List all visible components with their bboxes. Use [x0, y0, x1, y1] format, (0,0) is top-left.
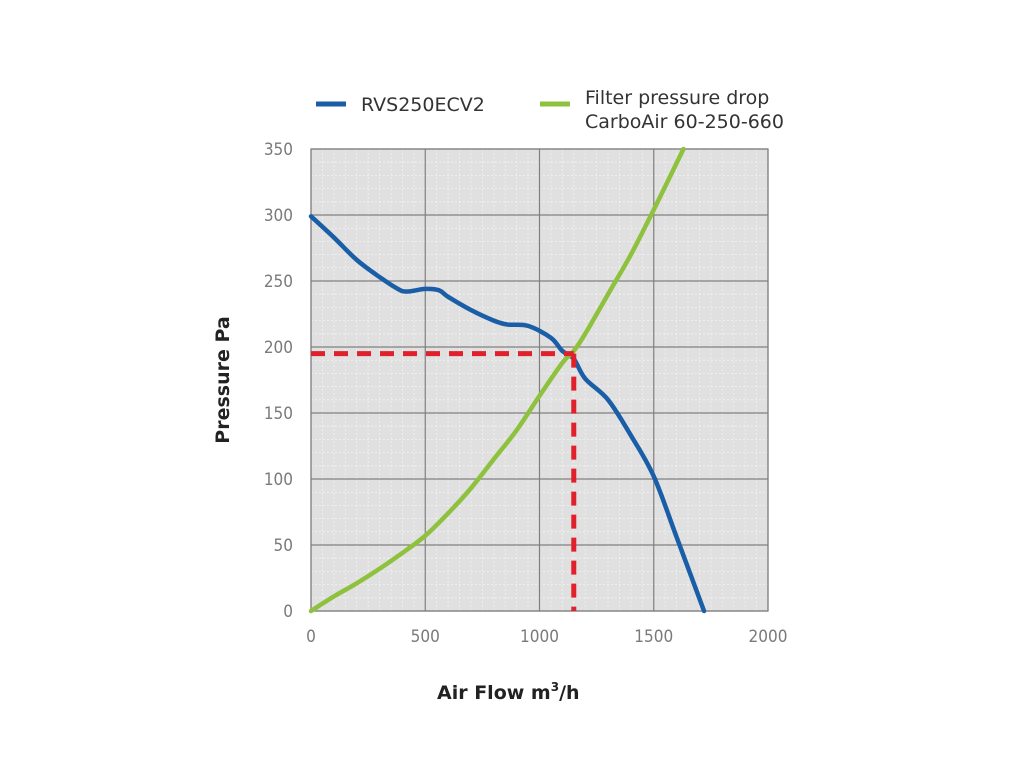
legend-label-filter-model: CarboAir 60-250-660 [585, 111, 784, 133]
y-tick-label: 0 [283, 602, 293, 622]
y-tick-label: 150 [264, 404, 293, 424]
y-axis-title: Pressure Pa [212, 316, 234, 443]
x-axis-ticks: 0 500 1000 1500 2000 [306, 627, 787, 647]
y-tick-label: 200 [264, 338, 293, 358]
x-tick-label: 2000 [749, 627, 788, 647]
y-tick-label: 100 [264, 470, 293, 490]
plot-frame [310, 148, 769, 612]
operating-point-lines [311, 351, 577, 611]
x-axis-title-suffix: /h [559, 682, 579, 704]
y-axis-ticks: 0 50 100 150 200 250 300 350 [264, 140, 293, 622]
legend-label-filter: Filter pressure drop [585, 87, 769, 109]
y-tick-label: 250 [264, 272, 293, 292]
x-axis-title: Air Flow m3/h [437, 680, 580, 704]
filter-curve-line [308, 146, 686, 614]
y-tick-label: 350 [264, 140, 293, 160]
legend-label-fan: RVS250ECV2 [361, 94, 485, 116]
x-tick-label: 1000 [520, 627, 559, 647]
series-lines [308, 146, 707, 614]
legend: RVS250ECV2 Filter pressure drop CarboAir… [316, 87, 784, 133]
x-axis-title-superscript: 3 [551, 680, 559, 694]
x-tick-label: 0 [306, 627, 316, 647]
y-tick-label: 300 [264, 206, 293, 226]
x-axis-title-main: Air Flow m [437, 682, 551, 704]
fan-curve-line [308, 214, 707, 614]
x-tick-label: 500 [411, 627, 440, 647]
y-tick-label: 50 [274, 536, 293, 556]
x-tick-label: 1500 [634, 627, 673, 647]
